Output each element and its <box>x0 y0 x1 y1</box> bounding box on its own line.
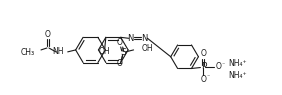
Text: O: O <box>117 59 123 68</box>
Text: O: O <box>117 38 123 47</box>
Text: P: P <box>201 62 206 71</box>
Text: O: O <box>215 62 221 71</box>
Text: O: O <box>201 75 206 84</box>
Text: OH: OH <box>142 44 153 53</box>
Text: N: N <box>127 34 134 43</box>
Text: NH₄⁺: NH₄⁺ <box>229 71 247 80</box>
Text: OH: OH <box>99 47 111 56</box>
Text: S: S <box>121 48 127 57</box>
Text: CH₃: CH₃ <box>21 48 35 57</box>
Text: ⁻: ⁻ <box>207 76 210 81</box>
Text: N: N <box>141 34 148 43</box>
Text: O: O <box>45 30 51 39</box>
Text: ⁻: ⁻ <box>222 63 225 68</box>
Text: NH: NH <box>52 47 64 56</box>
Text: O: O <box>201 49 206 58</box>
Text: NH₄⁺: NH₄⁺ <box>229 59 247 68</box>
